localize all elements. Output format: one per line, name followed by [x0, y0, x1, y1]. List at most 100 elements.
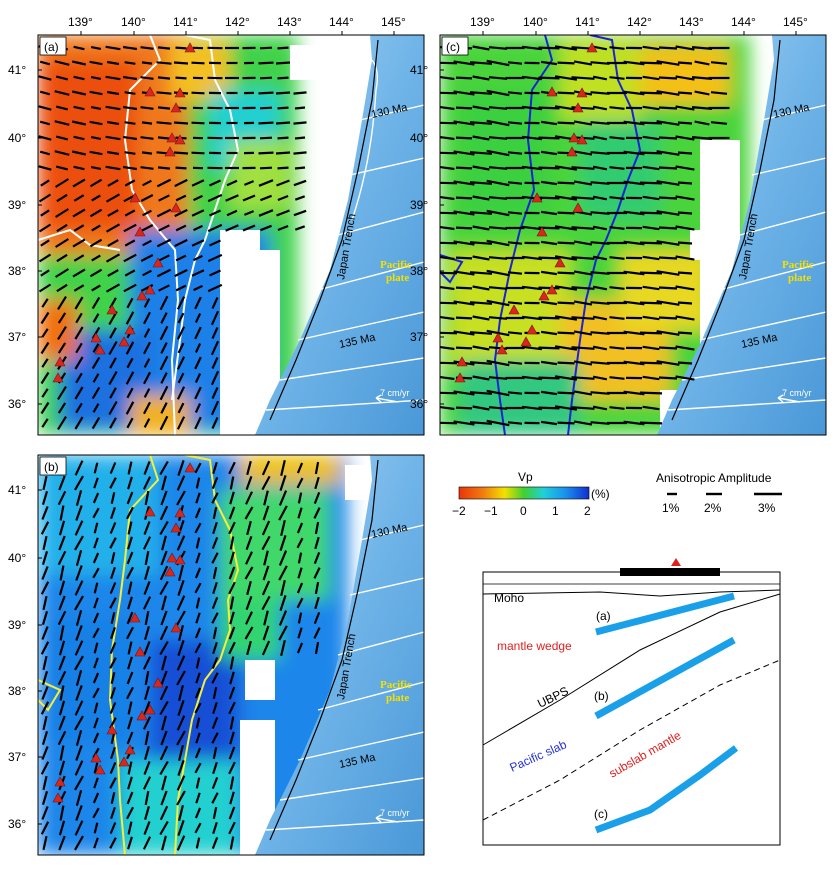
anisotropy-bar	[59, 505, 65, 521]
anisotropy-bar	[507, 91, 523, 95]
anisotropy-bar	[127, 581, 133, 595]
anisotropy-bar	[486, 59, 510, 67]
anisotropy-bar	[176, 475, 186, 491]
anisotropy-bar	[245, 596, 253, 610]
anisotropy-bar	[89, 60, 103, 66]
anisotropy-bar	[642, 315, 660, 321]
anisotropy-bar	[55, 135, 69, 141]
anisotropy-bar	[656, 300, 680, 306]
anisotropy-bar	[440, 105, 455, 111]
anisotropy-bar	[694, 60, 710, 66]
anisotropy-bar	[58, 520, 66, 536]
anisotropy-bar	[193, 254, 203, 262]
anisotropy-bar	[592, 105, 608, 111]
latitude-tick-label: 41°	[8, 483, 26, 497]
mantle-wedge-label: mantle wedge	[497, 639, 572, 653]
anisotropy-bar	[642, 165, 660, 171]
anisotropy-bar	[74, 520, 84, 536]
anisotropy-bar	[590, 181, 610, 185]
anisotropy-bar	[590, 241, 610, 245]
anisotropy-bar	[74, 416, 84, 430]
anisotropy-bar	[191, 61, 205, 65]
anisotropy-bar	[280, 459, 286, 477]
anisotropy-bar	[694, 120, 710, 126]
panel-b-volcanoes	[52, 462, 196, 803]
anisotropy-bar	[469, 301, 493, 305]
anisotropy-bar	[55, 268, 69, 278]
anisotropy-bar	[623, 360, 645, 366]
anisotropy-bar	[557, 61, 575, 65]
anisotropy-bar	[74, 356, 84, 370]
anisotropy-bar	[293, 209, 307, 217]
anisotropy-bar	[91, 194, 101, 202]
anisotropy-bar	[41, 328, 49, 338]
anisotropy-bar	[74, 475, 84, 491]
anisotropy-bar	[229, 731, 235, 745]
anisotropy-bar	[89, 238, 103, 248]
anisotropy-bar	[74, 580, 84, 596]
anisotropy-bar	[277, 194, 289, 202]
anisotropy-bar	[140, 254, 154, 262]
anisotropy-bar	[642, 255, 660, 261]
volcano-triangle	[174, 134, 186, 145]
anisotropy-bar	[623, 240, 645, 246]
anisotropy-bar	[453, 300, 475, 306]
anisotropy-bar	[191, 121, 205, 125]
anisotropy-bar	[440, 315, 455, 321]
anisotropy-bar	[540, 120, 558, 126]
anisotropy-bar	[194, 296, 202, 310]
anisotropy-bar	[40, 761, 50, 775]
anisotropy-bar	[639, 361, 663, 365]
anisotropy-bar	[229, 776, 235, 790]
anisotropy-bar	[74, 595, 84, 611]
anisotropy-bar	[642, 195, 660, 201]
anisotropy-bar	[54, 60, 70, 66]
anisotropy-bar	[41, 790, 49, 806]
longitude-tick-label: 145°	[783, 15, 808, 29]
anisotropy-bar	[40, 371, 50, 385]
anisotropy-bar	[92, 807, 100, 819]
anisotropy-bar	[124, 91, 136, 95]
anisotropy-bar	[571, 166, 595, 170]
anisotropy-bar	[210, 310, 220, 326]
anisotropy-bar	[73, 135, 85, 141]
anisotropy-bar	[472, 255, 490, 261]
anisotropy-bar	[573, 330, 593, 336]
anisotropy-bar	[677, 361, 693, 365]
anisotropy-bar	[176, 416, 186, 430]
fast-axis-bar-b	[594, 636, 736, 720]
anisotropy-bar	[57, 490, 67, 506]
anisotropy-bar	[176, 655, 186, 671]
anisotropy-bar	[486, 89, 510, 97]
anisotropy-bar	[571, 346, 595, 350]
anisotropy-bar	[455, 226, 473, 230]
anisotropy-bar	[39, 120, 51, 126]
anisotropy-bar	[71, 90, 87, 96]
anisotropy-bar	[195, 777, 201, 789]
anisotropy-bar	[472, 45, 490, 51]
anisotropy-bar	[159, 565, 169, 581]
ubps-line	[482, 593, 781, 746]
anisotropy-bar	[142, 239, 152, 247]
anisotropy-bar	[507, 421, 523, 425]
anisotropy-bar	[592, 75, 608, 81]
volcano-triangle	[118, 756, 130, 767]
anisotropy-bar	[72, 178, 86, 188]
anisotropy-bar	[656, 240, 680, 246]
volcano-triangle	[531, 192, 543, 203]
anisotropy-bar	[54, 150, 70, 156]
anisotropy-bar	[194, 403, 202, 413]
anisotropy-bar	[122, 75, 138, 81]
anisotropy-bar	[710, 121, 728, 125]
anisotropy-bar	[74, 760, 84, 776]
anisotropy-label-3pct: 3%	[758, 501, 776, 515]
anisotropy-bar	[107, 269, 119, 277]
volcano-triangle	[54, 356, 66, 367]
layer-b-label: (b)	[594, 689, 609, 703]
anisotropy-bar	[246, 640, 252, 656]
anisotropy-bar	[143, 358, 151, 368]
anisotropy-bar	[195, 552, 201, 564]
anisotropy-bar	[554, 45, 578, 51]
anisotropy-bar	[57, 610, 67, 626]
anisotropy-bar	[455, 406, 473, 410]
